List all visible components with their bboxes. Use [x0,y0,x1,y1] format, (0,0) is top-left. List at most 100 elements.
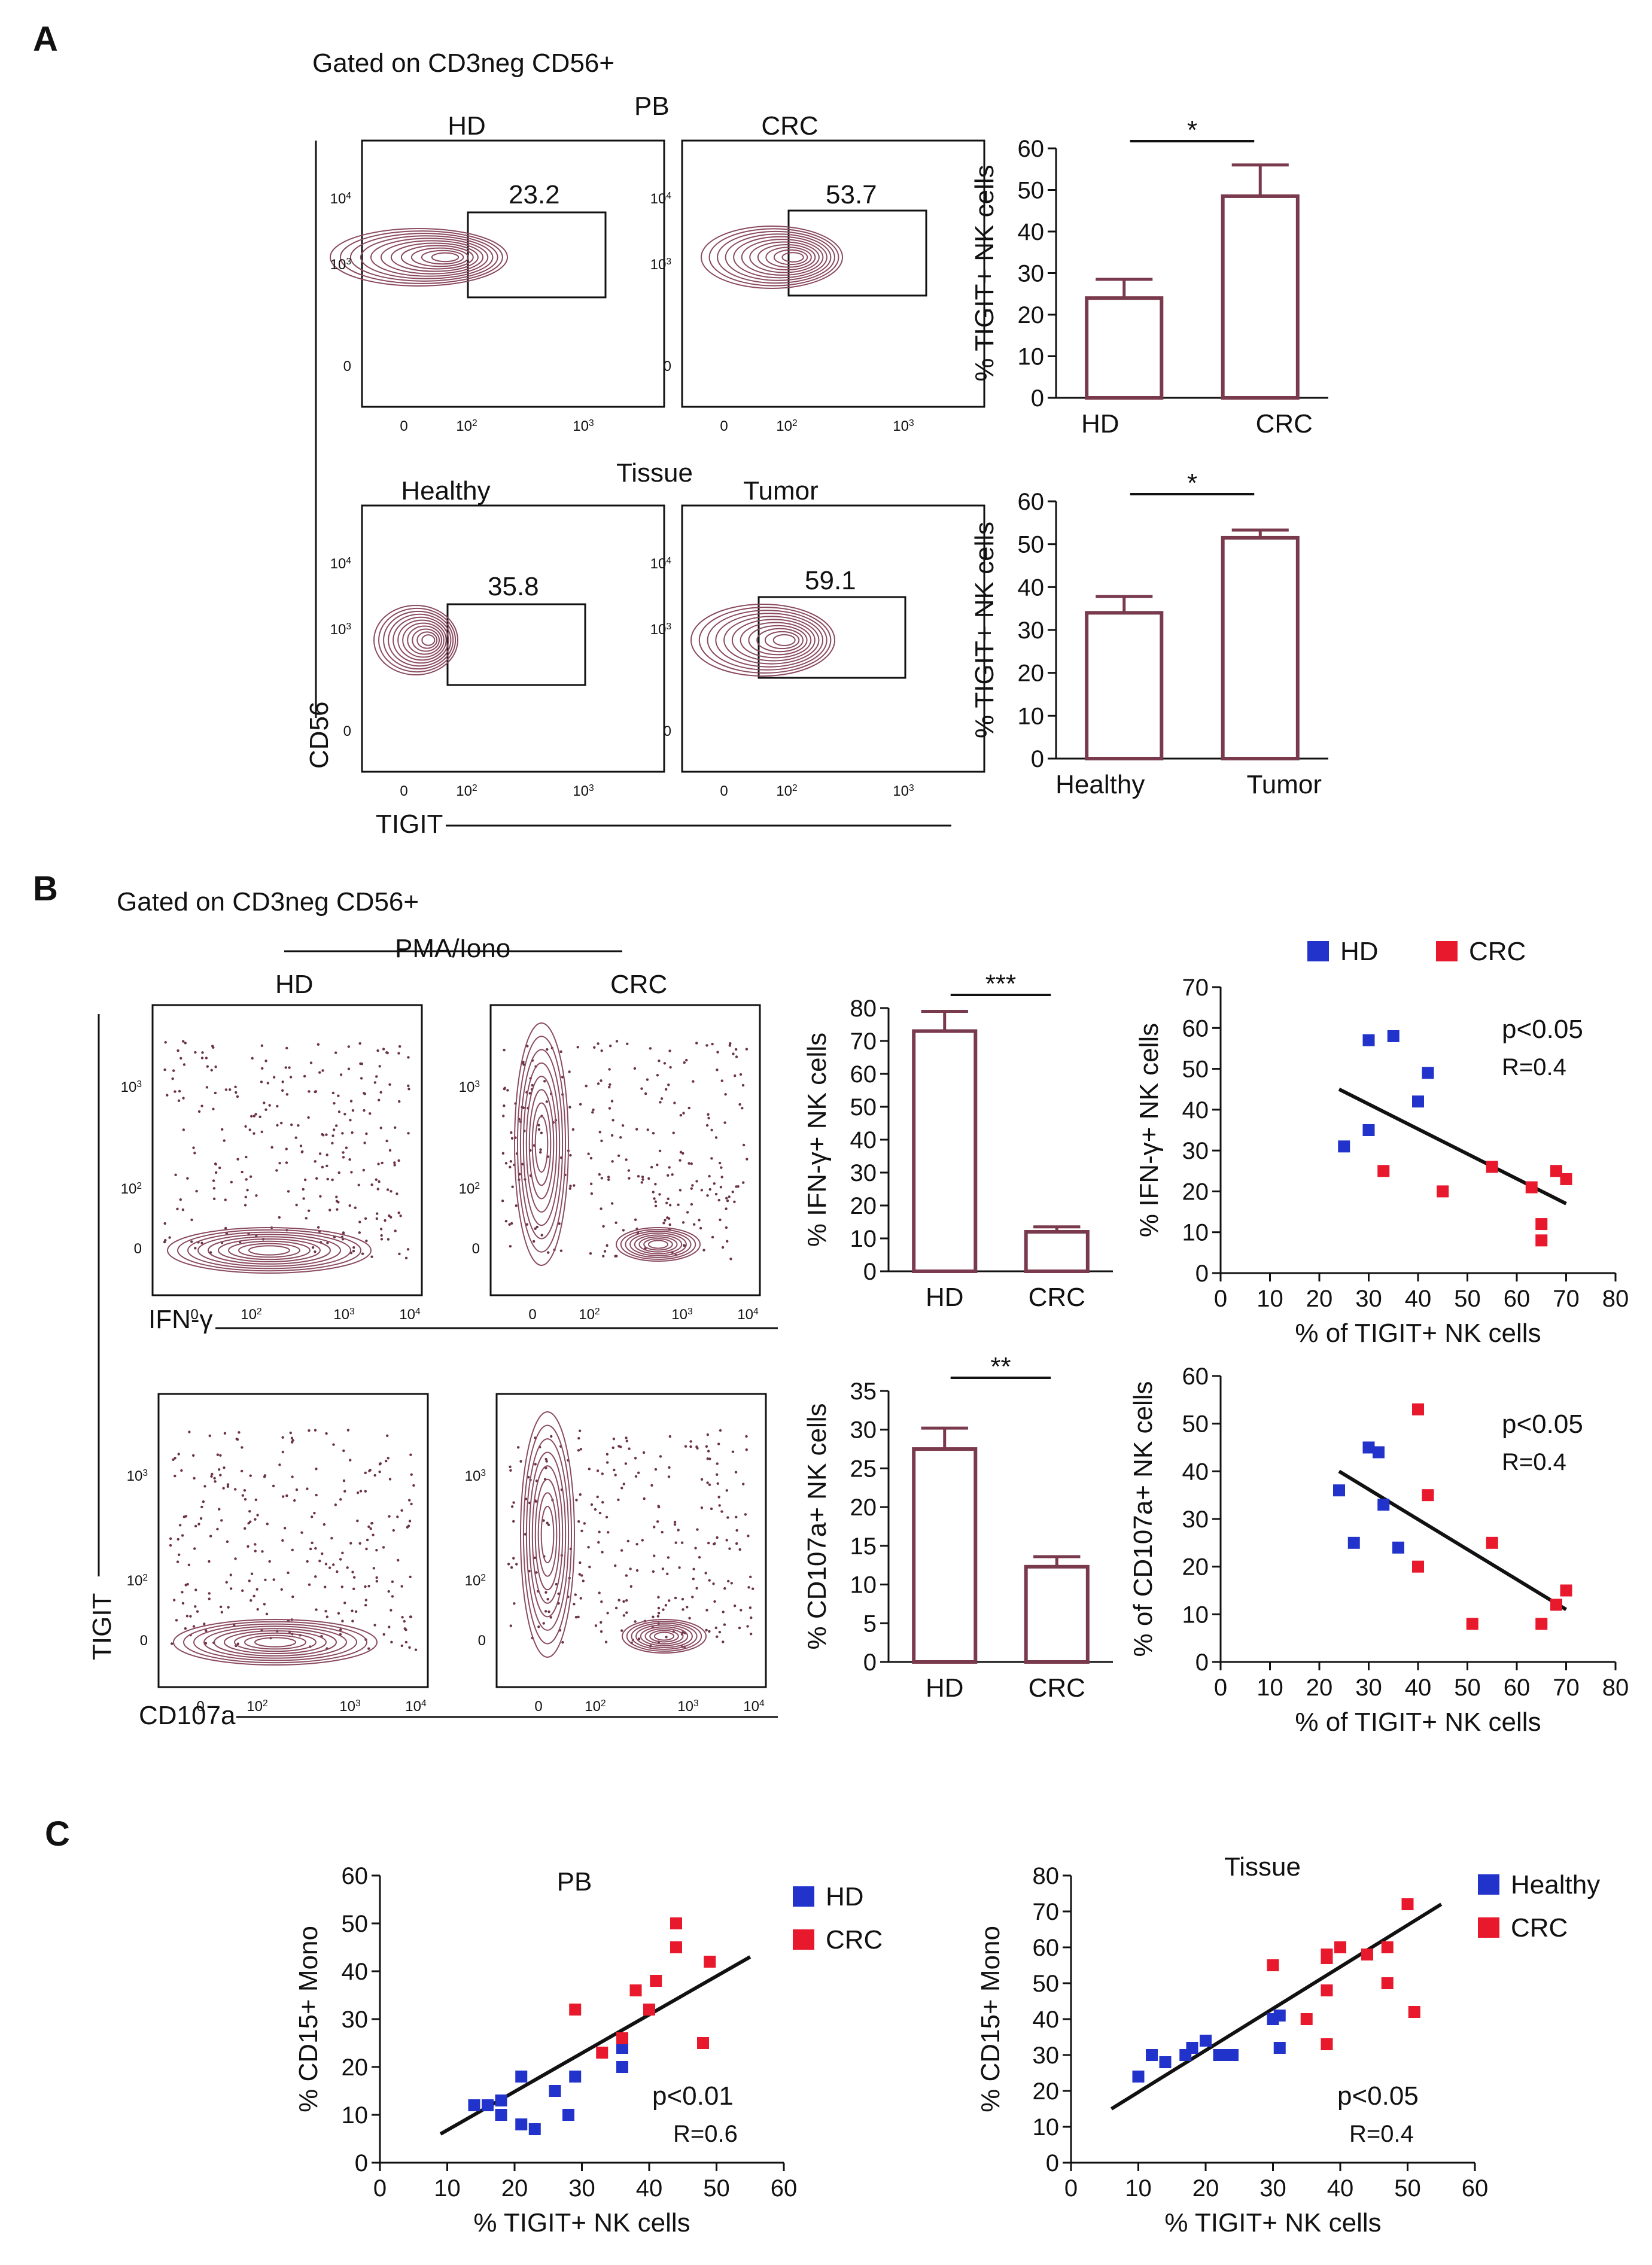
b-flow-dot [546,1521,549,1524]
b-flow-dot [507,1563,510,1566]
flow-y-tick: 103 [330,622,351,638]
b-flow-dot [285,1494,288,1497]
x-axis-label: % TIGIT+ NK cells [1164,2208,1381,2237]
b-flow-dot [643,1497,646,1500]
b-flow-dot [306,1560,309,1563]
b-flow-contour [525,1076,558,1213]
b-flow-dot [716,1462,719,1465]
b-flow-dot [351,1109,355,1112]
b-flow-dot [318,1152,322,1155]
b-flow-x-tick: 0 [190,1307,198,1323]
b-flow-dot [629,1585,632,1588]
b-flow-dot [695,1180,698,1183]
b-flow-dot [223,1432,227,1435]
x-tick-label: 10 [1257,1286,1283,1312]
x-tick-label: 20 [501,2175,528,2202]
b-flow-dot [360,1077,363,1080]
flow-plot-title: HD [448,111,486,141]
b-flow-dot [318,1559,321,1563]
b-flow-contour [635,1624,693,1648]
b-flow-dot [400,1509,403,1512]
b-flow-dot [334,1124,338,1127]
b-flow-dot [346,1429,350,1432]
significance-label: * [1187,468,1197,498]
b-flow-dot [288,1066,291,1069]
y-tick-label: 30 [1033,2042,1060,2069]
y-tick-label: 10 [1182,1602,1209,1628]
b-flow-dot [342,1151,345,1154]
b-flow-plot-frame [495,1393,767,1688]
b-flow-dot [300,1531,303,1535]
b-flow-dot [348,1158,351,1161]
b-flow-dot [342,1156,345,1159]
panel-a-gating-title: Gated on CD3neg CD56+ [312,48,614,78]
b-flow-dot [728,1195,731,1198]
b-flow-dot [284,1066,287,1069]
y-tick-label: 20 [1018,302,1045,328]
b-flow-dot [205,1057,208,1060]
b-flow-dot [678,1566,681,1569]
b-flow-contour [203,1625,347,1659]
b-flow-dot [290,1123,293,1127]
b-flow-dot [667,1556,670,1559]
y-axis-label: % TIGIT+ NK cells [970,522,999,738]
b-flow-dot [688,1616,691,1620]
b-flow-dot [245,1178,248,1181]
b-flow-contour [622,1619,707,1654]
x-tick-label: 60 [1504,1286,1531,1312]
b-flow-dot [742,1143,746,1147]
b-flow-dot [281,1495,285,1498]
b-flow-dot [381,1161,384,1165]
b-flow-x-tick: 104 [743,1698,765,1715]
b-flow-dot [716,1473,719,1476]
b-flow-dot [197,1110,201,1113]
b-flow-dot [378,1470,381,1474]
b-flow-dot [671,1173,674,1176]
flow-plots-b: 0 102 103 0 102 103 104 0 102 103 0 102 103 104 0 102 10… [121,1004,767,1715]
b-flow-dot [601,1551,604,1554]
data-point-crc [670,1917,682,1929]
b-flow-dot [673,1523,677,1526]
b-flow-dot [203,1485,206,1488]
b-flow-dot [287,1190,290,1193]
x-tick-label: 0 [1214,1286,1227,1312]
b-flow-dot [726,1200,729,1202]
b-flow-dot [391,1580,394,1584]
b-flow-dot [510,1131,513,1134]
b-flow-dot [665,1636,668,1639]
b-flow-dot [734,1048,738,1051]
b-flow-dot [501,1152,505,1155]
b-flow-dot [579,1103,582,1106]
flow-contour [370,238,489,277]
b-flow-dot [729,1258,732,1261]
b-flow-dot [733,1200,736,1204]
flow-contour [741,239,824,276]
b-flow-plot-2: 0 102 103 0 102 103 104 [459,1004,761,1323]
b-flow-dot [510,1137,514,1140]
b-cd107-axis-label: CD107a [139,1701,236,1730]
b-flow-dot [622,1229,625,1232]
b-flow-dot [184,1584,187,1587]
b-flow-dot [241,1589,244,1593]
b-flow-dot [397,1052,400,1055]
b-flow-dot [352,1576,356,1579]
legend-label-hd: HD [1340,937,1379,966]
b-flow-dot [719,1429,722,1432]
b-flow-dot [550,1435,553,1438]
b-flow-dot [205,1086,209,1089]
b-flow-dot [291,1475,294,1478]
bar-crc [1221,194,1300,400]
flow-contour [349,233,498,282]
data-point-hd [1362,1124,1375,1136]
b-flow-dot [531,1083,534,1087]
b-flow-dot [234,1085,237,1089]
b-flow-dot [590,1503,594,1506]
b-flow-dot [385,1459,388,1463]
flow-plot-crc: CRC 53.7 0 103 104 0 102 103 [650,111,985,434]
flow-contour [715,613,824,668]
b-flow-dot [726,1516,729,1519]
b-flow-dot [730,1582,733,1585]
b-flow-x-tick: 103 [671,1307,692,1323]
flow-y-tick: 103 [650,257,671,273]
